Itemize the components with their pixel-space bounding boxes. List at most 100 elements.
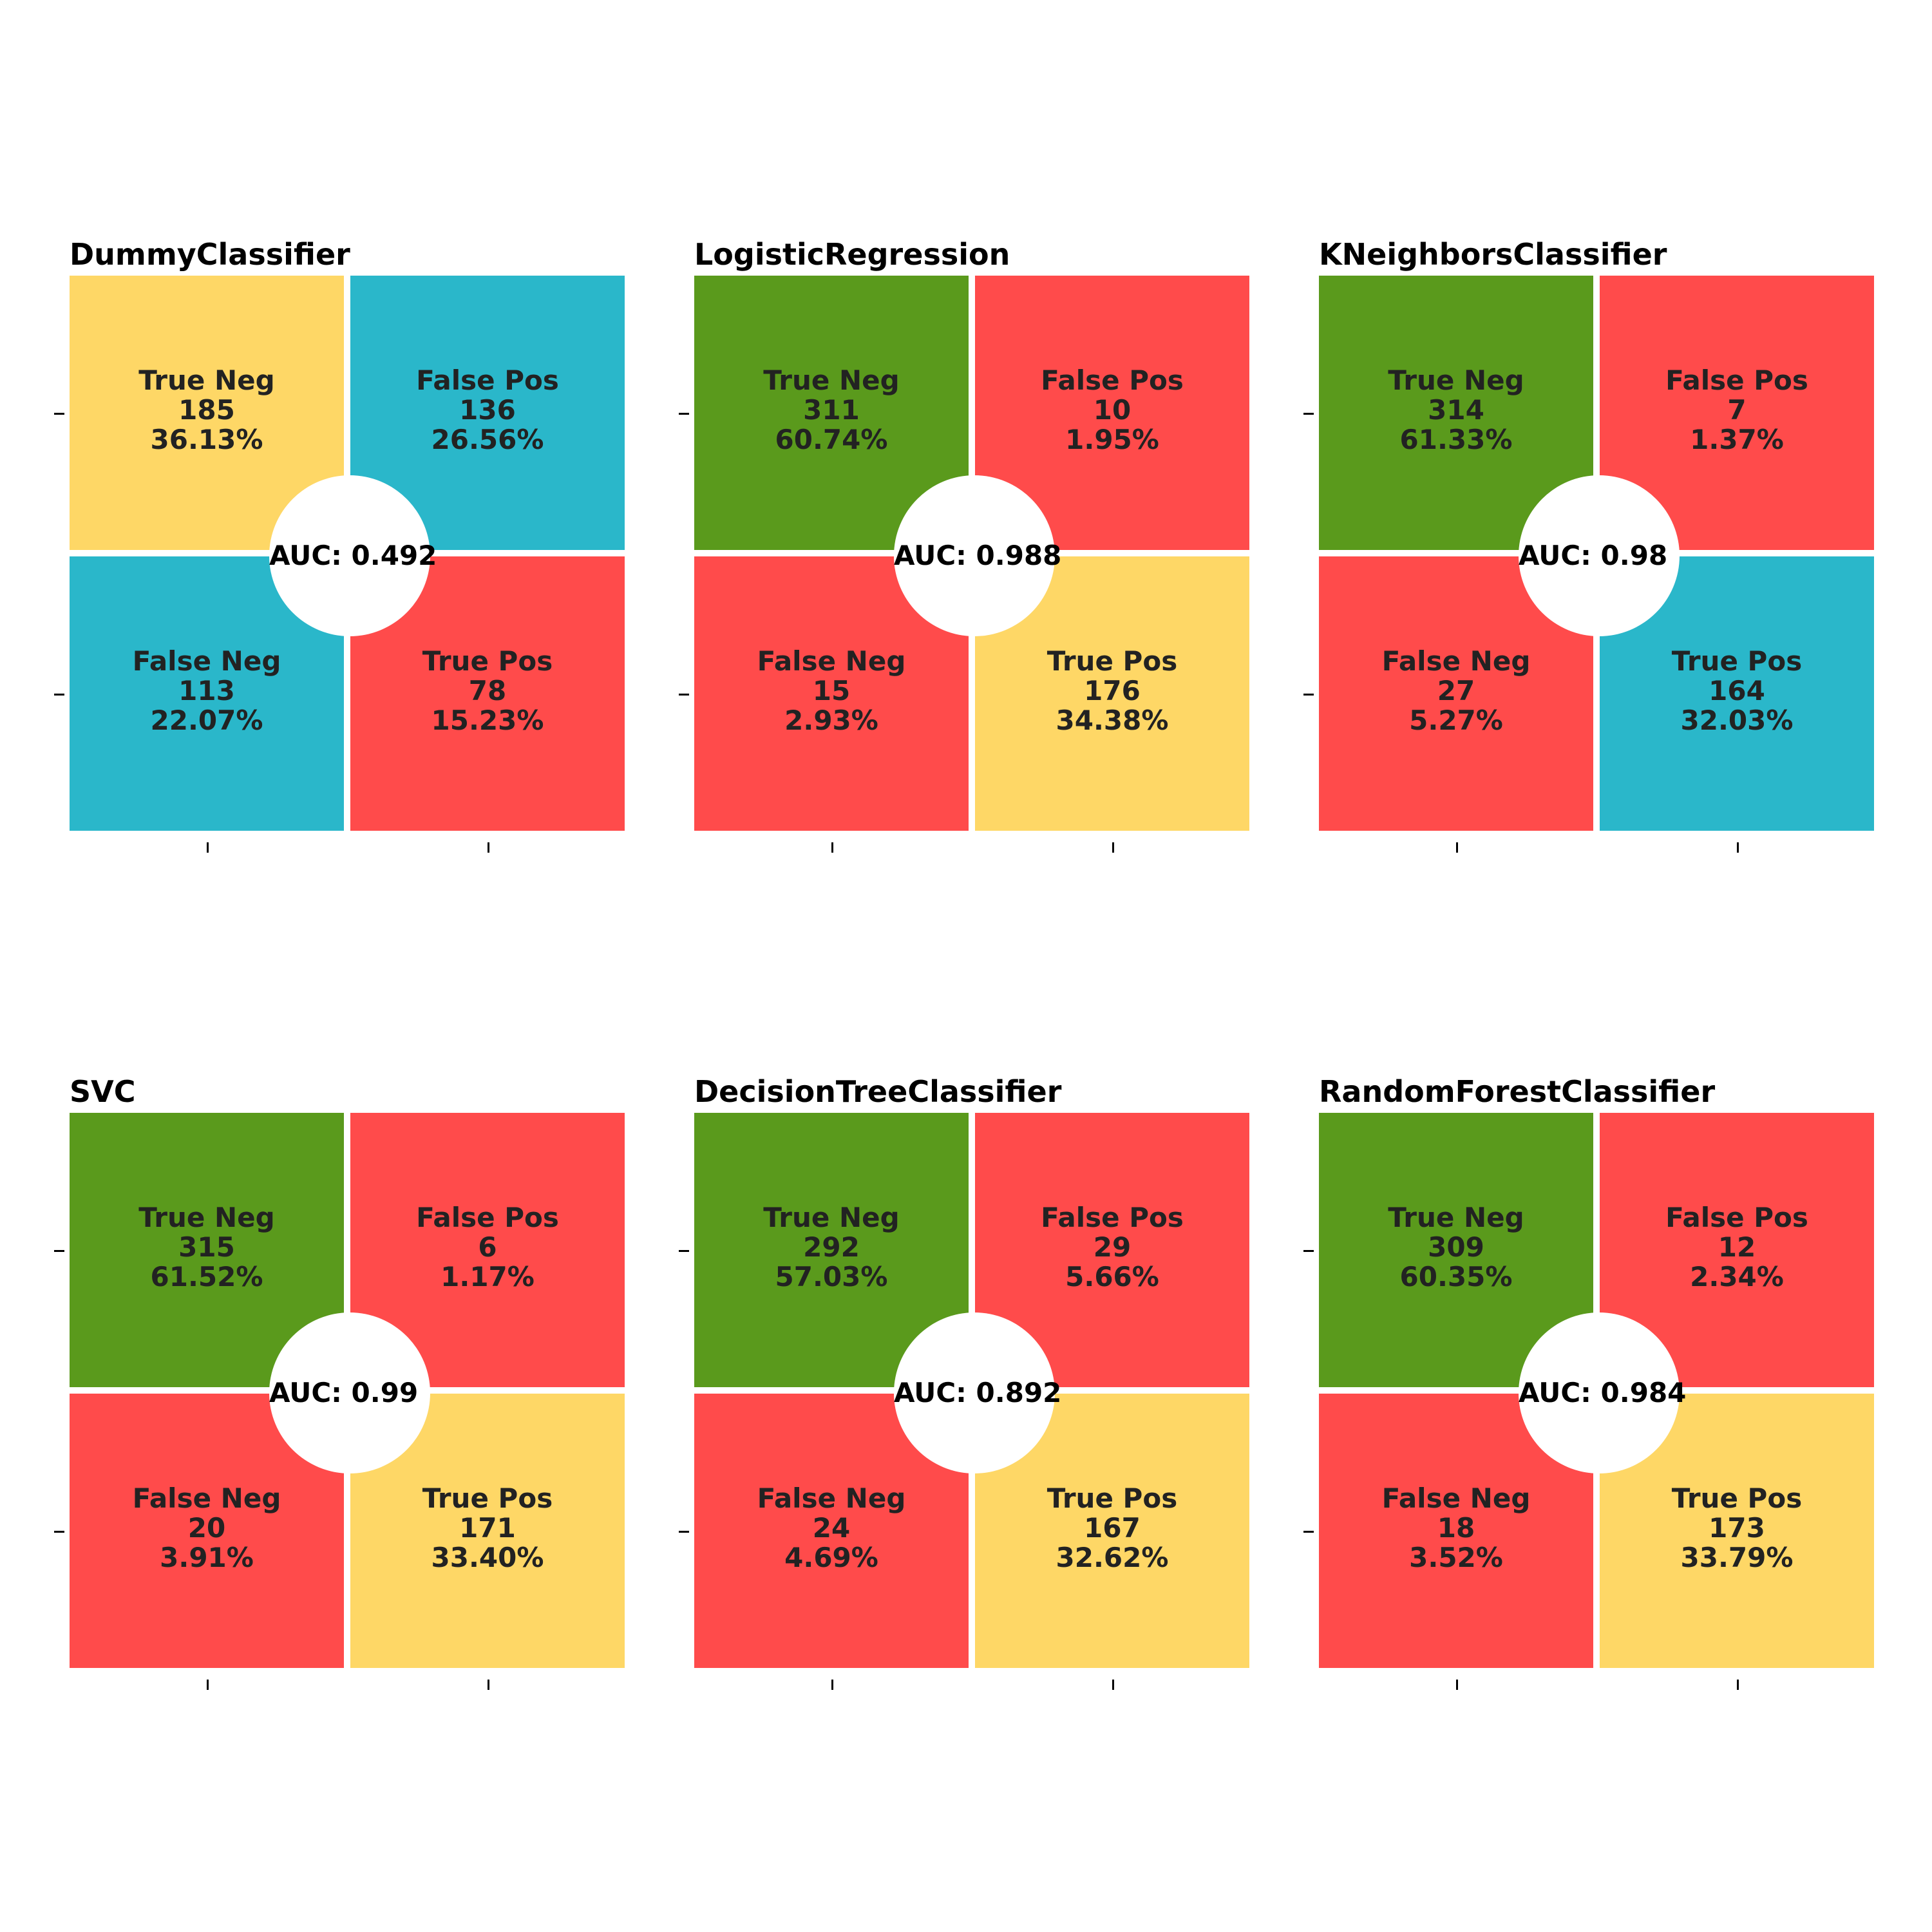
cell-count: 29 — [1093, 1231, 1132, 1263]
cell-percent: 22.07% — [150, 705, 263, 736]
x-tick-mark — [1456, 842, 1458, 853]
cell-label: False Pos — [1665, 365, 1808, 396]
cell-annotation: False Pos 29 5.66% — [975, 1203, 1249, 1292]
cell-label: False Pos — [1041, 1202, 1184, 1233]
cell-count: 18 — [1437, 1512, 1475, 1544]
cell-label: True Neg — [138, 365, 275, 396]
cell-annotation: False Pos 6 1.17% — [350, 1203, 625, 1292]
cell-annotation: True Pos 167 32.62% — [975, 1484, 1249, 1573]
cell-percent: 34.38% — [1056, 705, 1169, 736]
cell-count: 15 — [812, 675, 851, 706]
cell-annotation: True Neg 311 60.74% — [694, 366, 969, 455]
cell-annotation: True Pos 164 32.03% — [1600, 647, 1874, 735]
panel-title: KNeighborsClassifier — [1319, 237, 1667, 272]
cell-annotation: False Neg 15 2.93% — [694, 647, 969, 735]
cell-count: 176 — [1084, 675, 1141, 706]
cell-label: False Pos — [416, 365, 559, 396]
confusion-matrix-decisiontreeclassifier: DecisionTreeClassifier True Neg 292 57.03% F… — [679, 1077, 1255, 1690]
cell-count: 7 — [1727, 394, 1747, 426]
auc-circle — [269, 475, 430, 636]
cell-count: 185 — [178, 394, 235, 426]
cell-count: 315 — [178, 1231, 235, 1263]
cell-label: False Pos — [1041, 365, 1184, 396]
confusion-matrix-logisticregression: LogisticRegression True Neg 311 60.74% False… — [679, 240, 1255, 853]
cell-count: 78 — [468, 675, 507, 706]
cell-label: False Neg — [1381, 645, 1531, 677]
cell-annotation: False Pos 10 1.95% — [975, 366, 1249, 455]
cell-count: 12 — [1718, 1231, 1756, 1263]
cell-label: True Neg — [138, 1202, 275, 1233]
x-tick-mark — [1737, 1680, 1739, 1690]
auc-circle — [269, 1312, 430, 1473]
auc-label: AUC: 0.988 — [894, 540, 1062, 571]
auc-circle — [894, 475, 1055, 636]
cell-label: False Neg — [1381, 1482, 1531, 1514]
cell-count: 20 — [187, 1512, 226, 1544]
cell-annotation: True Pos 176 34.38% — [975, 647, 1249, 735]
cell-percent: 2.93% — [784, 705, 878, 736]
cell-count: 113 — [178, 675, 235, 706]
cell-annotation: True Neg 314 61.33% — [1319, 366, 1593, 455]
cell-label: True Pos — [1671, 645, 1803, 677]
cell-annotation: False Pos 12 2.34% — [1600, 1203, 1874, 1292]
cell-label: False Neg — [757, 1482, 906, 1514]
confusion-matrix-svc: SVC True Neg 315 61.52% False Pos 6 1.17% False… — [54, 1077, 630, 1690]
cell-annotation: True Neg 315 61.52% — [70, 1203, 344, 1292]
cell-count: 136 — [459, 394, 516, 426]
cell-label: True Pos — [422, 1482, 553, 1514]
matrix-cell-true-pos: True Pos 78 15.23% — [350, 556, 625, 831]
cell-annotation: False Neg 18 3.52% — [1319, 1484, 1593, 1573]
cell-label: True Neg — [763, 1202, 900, 1233]
cell-annotation: True Neg 309 60.35% — [1319, 1203, 1593, 1292]
panel-title: LogisticRegression — [694, 237, 1010, 272]
x-tick-mark — [207, 1680, 209, 1690]
cell-count: 164 — [1709, 675, 1765, 706]
x-tick-mark — [1737, 842, 1739, 853]
y-tick-mark — [679, 1250, 689, 1252]
matrix-cell-true-pos: True Pos 164 32.03% — [1600, 556, 1874, 831]
panel-title: SVC — [70, 1074, 136, 1109]
cell-count: 171 — [459, 1512, 516, 1544]
cell-annotation: False Neg 113 22.07% — [70, 647, 344, 735]
y-tick-mark — [679, 1531, 689, 1533]
y-tick-mark — [679, 694, 689, 696]
cell-annotation: True Neg 185 36.13% — [70, 366, 344, 455]
auc-circle — [1519, 1312, 1680, 1473]
matrix-cell-true-neg: True Neg 185 36.13% — [70, 276, 344, 550]
cell-count: 6 — [478, 1231, 497, 1263]
cell-label: True Pos — [1046, 645, 1178, 677]
cell-annotation: True Pos 173 33.79% — [1600, 1484, 1874, 1573]
cell-annotation: True Pos 171 33.40% — [350, 1484, 625, 1573]
cell-annotation: True Neg 292 57.03% — [694, 1203, 969, 1292]
matrix-cell-false-neg: False Neg 20 3.91% — [70, 1394, 344, 1668]
cell-percent: 1.17% — [440, 1261, 535, 1293]
panel-title: RandomForestClassifier — [1319, 1074, 1716, 1109]
cell-label: True Pos — [1671, 1482, 1803, 1514]
cell-label: True Pos — [422, 645, 553, 677]
auc-label: AUC: 0.99 — [269, 1377, 419, 1408]
cell-percent: 33.79% — [1680, 1542, 1794, 1573]
cell-label: True Neg — [1388, 1202, 1524, 1233]
cell-percent: 36.13% — [150, 424, 263, 455]
cell-percent: 4.69% — [784, 1542, 878, 1573]
auc-label: AUC: 0.984 — [1519, 1377, 1687, 1408]
cell-label: False Neg — [757, 645, 906, 677]
cell-label: True Neg — [1388, 365, 1524, 396]
cell-percent: 15.23% — [431, 705, 544, 736]
cell-annotation: False Neg 27 5.27% — [1319, 647, 1593, 735]
y-tick-mark — [679, 413, 689, 415]
cell-percent: 3.52% — [1409, 1542, 1503, 1573]
x-tick-mark — [831, 842, 833, 853]
cell-label: True Pos — [1046, 1482, 1178, 1514]
cell-count: 292 — [803, 1231, 860, 1263]
cell-label: False Pos — [416, 1202, 559, 1233]
cell-count: 167 — [1084, 1512, 1141, 1544]
cell-annotation: True Pos 78 15.23% — [350, 647, 625, 735]
auc-label: AUC: 0.492 — [269, 540, 437, 571]
cell-percent: 5.66% — [1065, 1261, 1159, 1293]
cell-percent: 1.95% — [1065, 424, 1159, 455]
cell-count: 24 — [812, 1512, 851, 1544]
x-tick-mark — [488, 1680, 489, 1690]
x-tick-mark — [1112, 1680, 1114, 1690]
auc-label: AUC: 0.98 — [1519, 540, 1668, 571]
